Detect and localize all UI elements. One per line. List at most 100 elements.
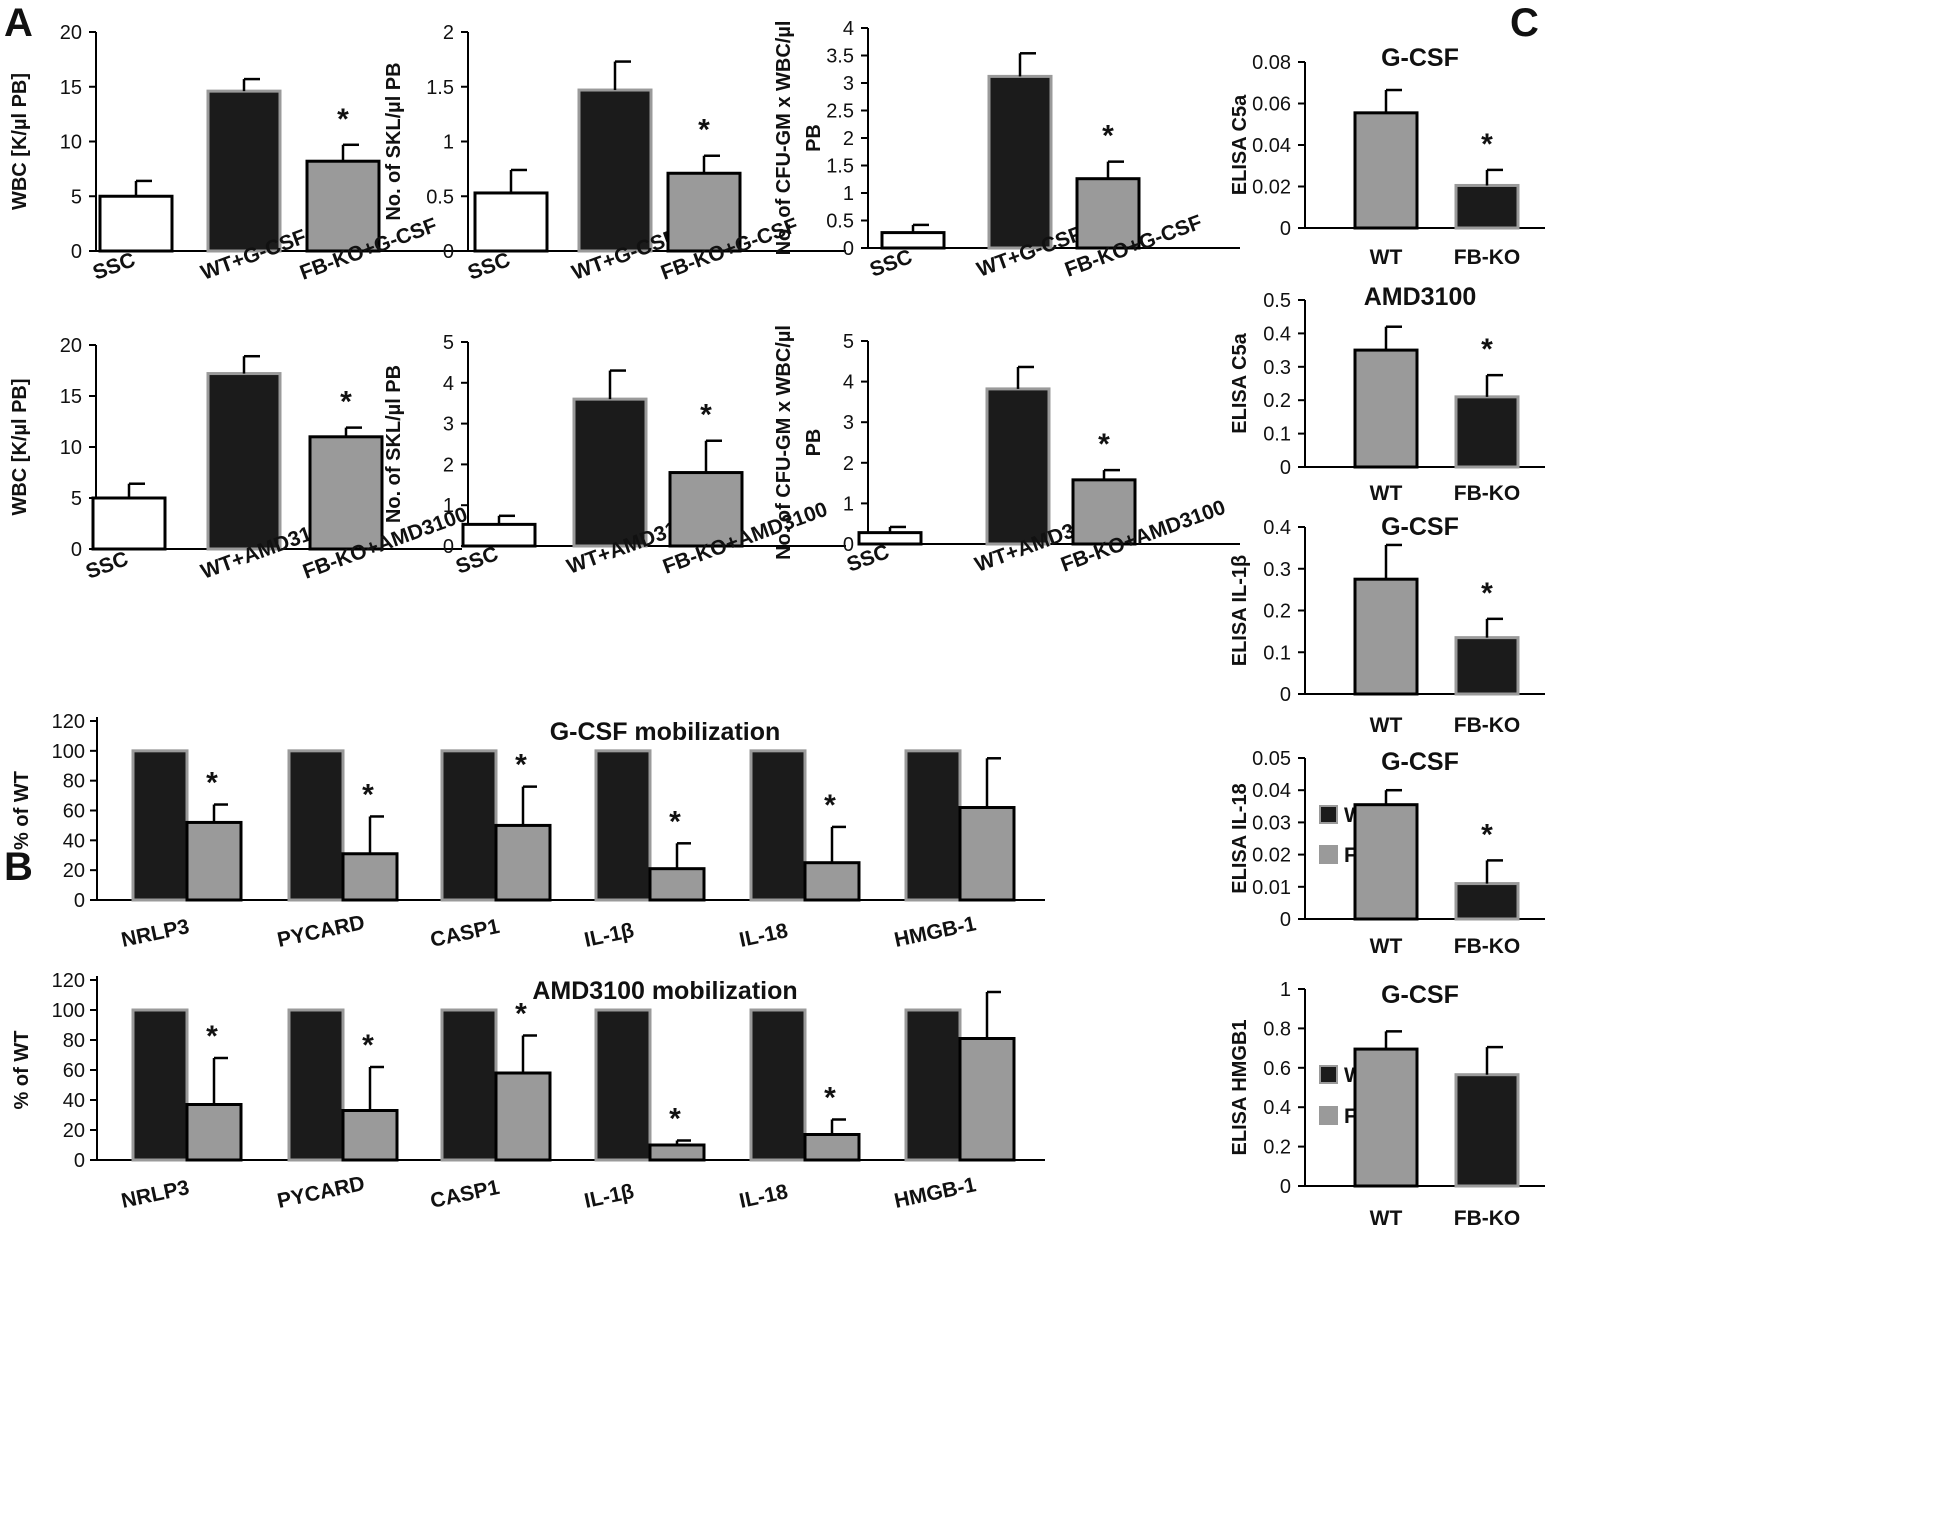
category-label-2: CASP1 [428, 915, 502, 952]
bar-0 [91, 496, 167, 551]
y-tick-label: 0 [1280, 457, 1291, 479]
y-axis-label: ELISA IL-1β [1229, 555, 1251, 666]
category-label-5: HMGB-1 [892, 912, 978, 952]
y-tick-label: 3 [843, 73, 854, 95]
bar-fb-ko-5 [958, 806, 1016, 902]
bar-1 [206, 372, 282, 551]
y-tick-label: 0.5 [826, 211, 854, 233]
bar-0 [473, 191, 549, 253]
bar-0 [1353, 577, 1419, 696]
y-tick-label: 0.04 [1252, 780, 1291, 802]
bar-fb-ko-0 [185, 820, 243, 902]
y-axis-label: No. of SKL/µl PB [383, 62, 405, 220]
bar-2 [308, 435, 384, 551]
category-label-1: PYCARD [275, 911, 367, 952]
category-label-0: NRLP3 [119, 915, 191, 952]
bar-fb-ko-3 [648, 1143, 706, 1162]
bar-1 [985, 387, 1051, 546]
category-label-1: FB-KO [1454, 246, 1521, 269]
category-label-0: SSC [453, 542, 501, 578]
y-tick-label: 1 [843, 493, 854, 515]
y-tick-label: 0.03 [1252, 812, 1291, 834]
chart-title: G-CSF [1381, 981, 1459, 1009]
y-tick-label: 0.02 [1252, 845, 1291, 867]
y-axis-label: No. of CFU-GM x WBC/µl [773, 325, 795, 560]
y-tick-label: 0.06 [1252, 94, 1291, 116]
y-tick-label: 20 [60, 335, 82, 357]
bar-fb-ko-5 [958, 1037, 1016, 1162]
y-axis-label: ELISA C5a [1229, 94, 1251, 195]
y-tick-label: 3 [843, 412, 854, 434]
y-tick-label: 100 [52, 741, 85, 763]
bar-1 [572, 397, 648, 548]
category-label-0: SSC [90, 248, 138, 284]
significance-star-2: * [515, 998, 527, 1031]
y-axis-label: WBC [K/µl PB] [9, 378, 31, 515]
y-tick-label: 0 [1280, 909, 1291, 931]
y-tick-label: 3.5 [826, 46, 854, 68]
significance-star-2: * [698, 114, 710, 147]
y-tick-label: 80 [63, 1030, 85, 1052]
bar-wt-0 [131, 749, 189, 902]
bar-wt-2 [440, 1008, 498, 1162]
y-tick-label: 0 [71, 241, 82, 263]
bar-1 [1454, 395, 1520, 469]
y-tick-label: 0.02 [1252, 177, 1291, 199]
bar-0 [880, 231, 946, 250]
bar-0 [1353, 803, 1419, 921]
chart-c2: 0 0.1 0.2 0.3 0.4 0.5 WT * FB-KO ELISA C5a AMD3100 [1229, 283, 1545, 505]
significance-star-4: * [824, 789, 836, 822]
y-tick-label: 2 [443, 22, 454, 44]
significance-star-2: * [340, 386, 352, 419]
bar-0 [1353, 348, 1419, 469]
y-tick-label: 0.08 [1252, 52, 1291, 74]
bar-1 [987, 74, 1053, 250]
bar-0 [857, 531, 923, 546]
chart-b2: 0 20 40 60 80 100 120 * NRLP3 * PYCARD * CASP1 * IL-1β… [11, 970, 1411, 1213]
bar-fb-ko-2 [494, 823, 552, 902]
bar-wt-3 [594, 749, 652, 902]
y-axis-label: No. of SKL/µl PB [383, 365, 405, 523]
chart-title: G-CSF [1381, 748, 1459, 776]
bar-wt-4 [749, 1008, 807, 1162]
category-label-4: IL-18 [737, 919, 790, 952]
y-tick-label: 40 [63, 830, 85, 852]
significance-star-1: * [1481, 128, 1493, 161]
y-tick-label: 0.01 [1252, 877, 1291, 899]
y-tick-label: 0.04 [1252, 135, 1291, 157]
chart-b1: 0 20 40 60 80 100 120 * NRLP3 * PYCARD * CASP1 * IL-1β… [11, 711, 1411, 952]
significance-star-3: * [669, 805, 681, 838]
y-tick-label: 0 [1280, 684, 1291, 706]
significance-star-2: * [337, 103, 349, 136]
category-label-0: SSC [867, 245, 915, 281]
y-tick-label: 1 [843, 183, 854, 205]
y-tick-label: 1 [443, 495, 454, 517]
significance-star-3: * [669, 1103, 681, 1136]
y-axis-label-line2: PB [803, 429, 825, 457]
significance-star-1: * [362, 778, 374, 811]
chart-title: G-CSF [1381, 44, 1459, 72]
category-label-3: IL-1β [582, 919, 636, 952]
bar-2 [668, 471, 744, 548]
y-tick-label: 0.3 [1263, 357, 1291, 379]
y-axis-label: % of WT [11, 1031, 33, 1110]
y-tick-label: 40 [63, 1090, 85, 1112]
chart-title: G-CSF mobilization [550, 718, 781, 746]
y-tick-label: 0 [74, 890, 85, 912]
category-label-0: WT [1370, 1207, 1403, 1230]
y-tick-label: 10 [60, 437, 82, 459]
panel-label-a: A [4, 1, 33, 45]
y-tick-label: 100 [52, 1000, 85, 1022]
category-label-1: FB-KO [1454, 714, 1521, 737]
y-tick-label: 120 [52, 970, 85, 992]
category-label-3: IL-1β [582, 1180, 636, 1213]
bar-wt-1 [287, 1008, 345, 1162]
y-tick-label: 0.6 [1263, 1058, 1291, 1080]
significance-star-4: * [824, 1082, 836, 1115]
y-tick-label: 0.1 [1263, 642, 1291, 664]
y-tick-label: 80 [63, 771, 85, 793]
y-tick-label: 0.05 [1252, 748, 1291, 770]
bar-0 [461, 522, 537, 548]
